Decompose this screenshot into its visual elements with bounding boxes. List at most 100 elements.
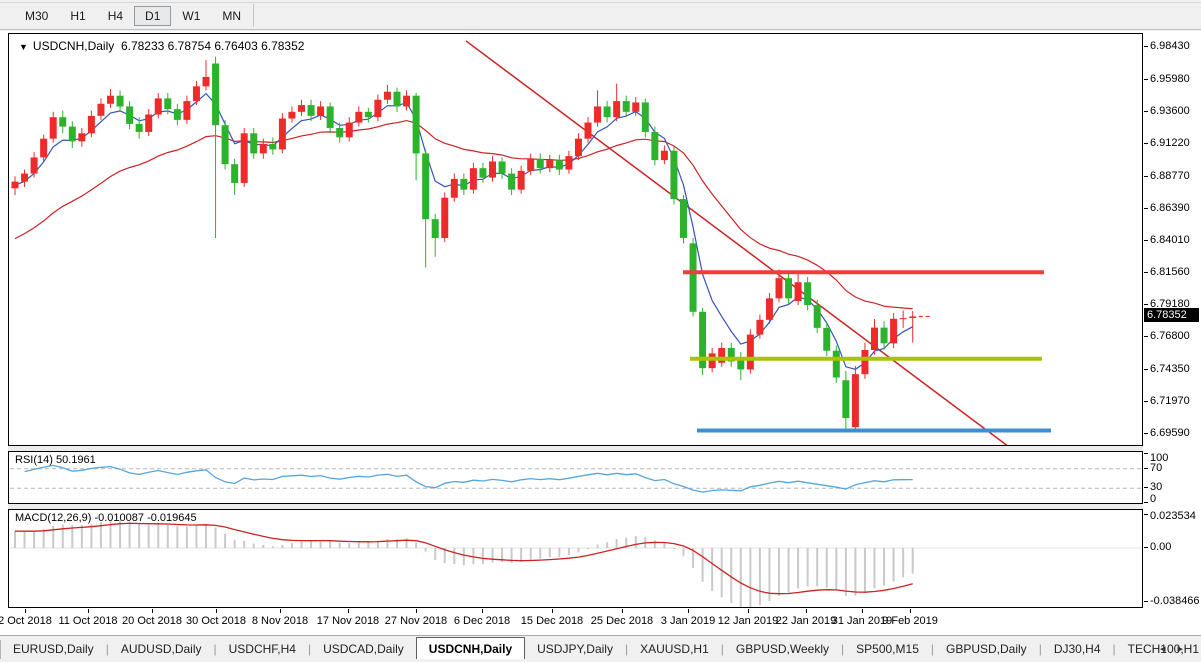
price-axis-tick: [1144, 111, 1148, 112]
chart-tab-bar: EURUSD,Daily | AUDUSD,Daily | USDCHF,H4 | USDC…: [0, 635, 1201, 662]
chart-workspace: ▼ USDCNH,Daily 6.78233 6.78754 6.76403 6.…: [0, 31, 1201, 635]
timeframe-button-d1[interactable]: D1: [134, 6, 172, 26]
price-axis-label: 6.71970: [1150, 395, 1190, 407]
descending-trendline[interactable]: [465, 40, 1009, 445]
tab-audusd-daily[interactable]: AUDUSD,Daily: [120, 642, 202, 656]
macd-signal-line: [14, 522, 913, 595]
tab-eurusd-daily[interactable]: EURUSD,Daily: [13, 642, 94, 656]
timeframe-button-m30[interactable]: M30: [25, 9, 49, 23]
macd-axis-tick: [1144, 601, 1148, 602]
date-label: 6 Dec 2018: [453, 615, 511, 627]
current-price-tag: 6.78352: [1144, 308, 1199, 322]
date-label: 11 Oct 2018: [58, 615, 118, 627]
price-axis-label: 6.84010: [1150, 234, 1190, 246]
tab-separator: |: [307, 642, 312, 656]
price-axis-label: 6.98430: [1150, 40, 1190, 52]
rsi-axis-tick: [1144, 468, 1148, 469]
date-label: 31 Jan 2019: [831, 615, 893, 627]
tab-scroll-right-icon[interactable]: ▸: [1177, 643, 1195, 655]
time-axis-tick: [910, 609, 911, 613]
tab-separator: |: [105, 642, 109, 656]
rsi-axis-tick: [1144, 453, 1148, 454]
symbol-dropdown-icon[interactable]: ▼: [19, 42, 28, 52]
tab-separator: |: [624, 642, 629, 656]
price-axis-label: 6.93600: [1150, 105, 1190, 117]
candles: [11, 56, 917, 430]
time-axis-tick: [216, 609, 217, 613]
fast-ma-line: [14, 92, 913, 370]
tab-gbpusd-weekly[interactable]: GBPUSD,Weekly: [735, 642, 830, 656]
price-axis-label: 6.79180: [1150, 298, 1190, 310]
time-axis-tick: [280, 609, 281, 613]
date-label: 12 Jan 2019: [717, 615, 779, 627]
timeframe-toolbar: M30 H1 H4 D1 W1 MN: [0, 0, 1201, 30]
price-axis-tick: [1144, 433, 1148, 434]
tab-separator: |: [1112, 642, 1116, 656]
toolbar-top-line: [0, 2, 1201, 3]
price-axis-label: 6.88770: [1150, 170, 1190, 182]
tab-separator: |: [1038, 642, 1042, 656]
time-axis-tick: [416, 609, 417, 613]
price-axis-tick: [1144, 143, 1148, 144]
chart-ohlc-values: 6.78233 6.78754 6.76403 6.78352: [120, 39, 305, 53]
date-label: 3 Jan 2019: [660, 615, 716, 627]
tab-sp500-m15[interactable]: SP500,M15: [856, 642, 919, 656]
price-axis-tick: [1144, 369, 1148, 370]
price-axis-tick: [1144, 336, 1148, 337]
macd-chart[interactable]: [9, 510, 1142, 607]
macd-axis-tick: [1144, 514, 1148, 515]
rsi-axis-tick: [1144, 487, 1148, 488]
chart-title: ▼ USDCNH,Daily 6.78233 6.78754 6.76403 6.…: [19, 39, 304, 53]
macd-axis-tick: [1144, 547, 1148, 548]
price-axis-tick: [1144, 240, 1148, 241]
pane-resize-handle[interactable]: [8, 504, 1143, 509]
tab-separator: |: [213, 642, 217, 656]
time-axis-tick: [748, 609, 749, 613]
price-chart-pane[interactable]: ▼ USDCNH,Daily 6.78233 6.78754 6.76403 6.…: [8, 33, 1143, 446]
tab-usdchf-h4[interactable]: USDCHF,H4: [228, 642, 296, 656]
price-axis-label: 6.95980: [1150, 73, 1190, 85]
macd-indicator-pane[interactable]: MACD(12,26,9) -0.010087 -0.019645: [8, 509, 1143, 608]
date-label: 15 Dec 2018: [520, 615, 584, 627]
timeframe-button-mn[interactable]: MN: [222, 9, 242, 23]
tab-separator: |: [841, 642, 845, 656]
time-axis-tick: [25, 609, 26, 613]
price-axis-tick: [1144, 401, 1148, 402]
rsi-axis-label: 70: [1150, 462, 1163, 474]
rsi-axis-tick: [1144, 502, 1148, 503]
pane-resize-handle[interactable]: [8, 446, 1143, 451]
date-label: 9 Feb 2019: [882, 615, 938, 627]
timeframe-button-h1[interactable]: H1: [70, 9, 86, 23]
timeframe-button-h4[interactable]: H4: [107, 9, 124, 23]
tab-tech100-h1[interactable]: TECH100,H1: [1127, 642, 1199, 656]
price-axis-tick: [1144, 46, 1148, 47]
rsi-chart[interactable]: [9, 452, 1142, 503]
time-axis[interactable]: 2 Oct 2018 11 Oct 2018 20 Oct 2018 30 Oct 2…: [0, 609, 1201, 633]
date-label: 2 Oct 2018: [0, 615, 52, 627]
price-axis-label: 6.74350: [1150, 363, 1190, 375]
tab-dj30-h4[interactable]: DJ30,H4: [1053, 642, 1101, 656]
tab-xauusd-h1[interactable]: XAUUSD,H1: [640, 642, 709, 656]
candlestick-chart[interactable]: [9, 34, 1142, 445]
macd-axis-label: -0.038466: [1150, 595, 1200, 607]
tab-bar-lead: [0, 639, 1, 659]
time-axis-tick: [552, 609, 553, 613]
tab-usdcad-daily[interactable]: USDCAD,Daily: [323, 642, 404, 656]
rsi-axis-label: 0: [1150, 493, 1157, 505]
tab-gbpusd-daily[interactable]: GBPUSD,Daily: [946, 642, 1027, 656]
rsi-axis-label: 30: [1150, 481, 1163, 493]
time-axis-tick: [482, 609, 483, 613]
price-axis-tick: [1144, 272, 1148, 273]
date-label: 25 Dec 2018: [590, 615, 654, 627]
tab-scroll-left-icon[interactable]: ◂: [1159, 643, 1178, 655]
time-axis-tick: [88, 609, 89, 613]
rsi-indicator-pane[interactable]: RSI(14) 50.1961: [8, 451, 1143, 504]
timeframe-button-w1[interactable]: W1: [182, 9, 201, 23]
macd-axis-label: 0.023534: [1150, 510, 1196, 522]
tab-usdcnh-daily[interactable]: USDCNH,Daily: [415, 637, 526, 659]
rsi-line: [24, 464, 913, 493]
price-axis-label: 6.81560: [1150, 266, 1190, 278]
price-axis-tick: [1144, 176, 1148, 177]
date-label: 20 Oct 2018: [122, 615, 182, 627]
tab-usdjpy-daily[interactable]: USDJPY,Daily: [537, 642, 613, 656]
